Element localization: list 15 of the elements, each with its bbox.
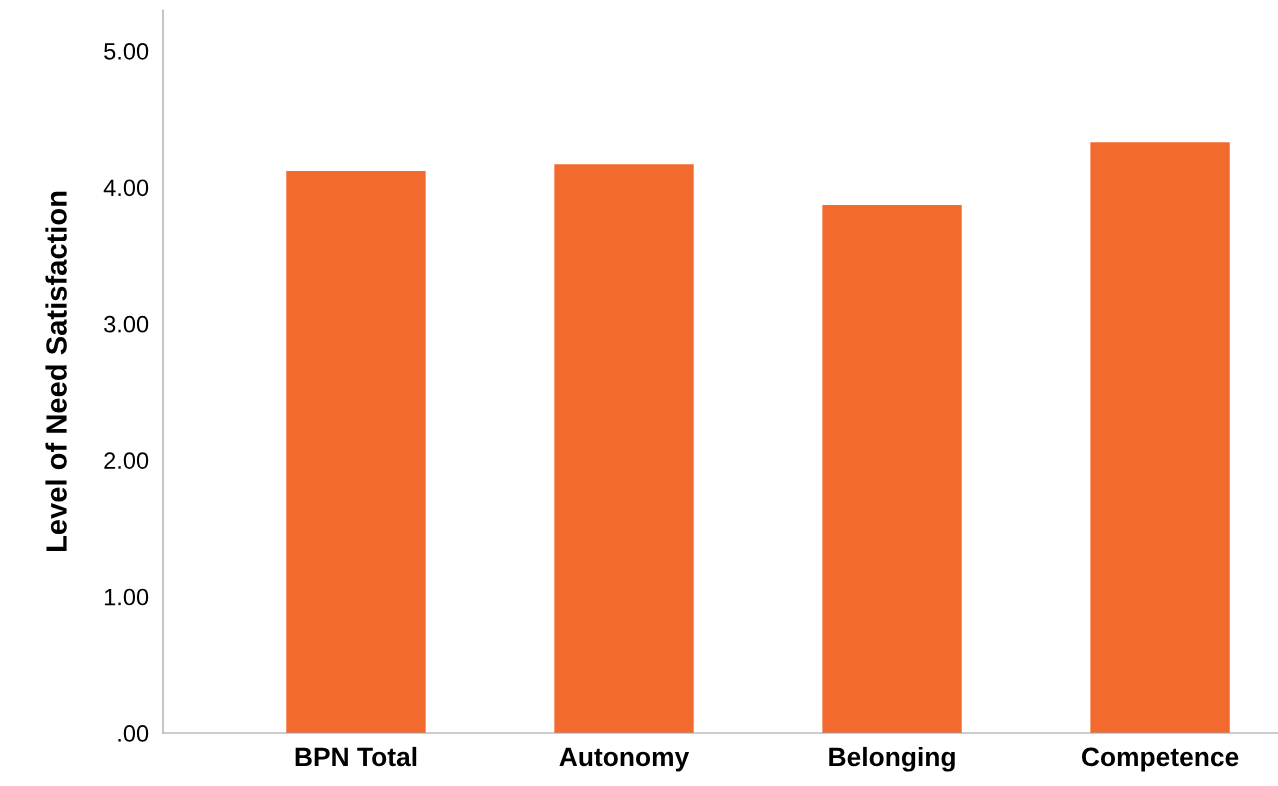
bar — [822, 205, 962, 733]
x-tick-label: Belonging — [829, 746, 955, 772]
x-tick-label: Autonomy — [559, 747, 690, 772]
y-axis-title: Level of Need Satisfaction — [45, 191, 67, 552]
bar — [554, 164, 694, 733]
y-tick-label: 5.00 — [104, 42, 149, 60]
x-tick-label: BPN Total — [295, 746, 417, 767]
y-tick-label: .00 — [118, 725, 149, 742]
x-tick-label: Competence — [1081, 747, 1239, 772]
bar — [1090, 142, 1230, 733]
y-tick-label: 1.00 — [104, 588, 149, 606]
y-tick-label: 4.00 — [103, 179, 149, 197]
y-tick-label: 2.00 — [104, 452, 149, 469]
y-tick-label: 3.00 — [104, 315, 149, 333]
bar — [286, 170, 426, 733]
